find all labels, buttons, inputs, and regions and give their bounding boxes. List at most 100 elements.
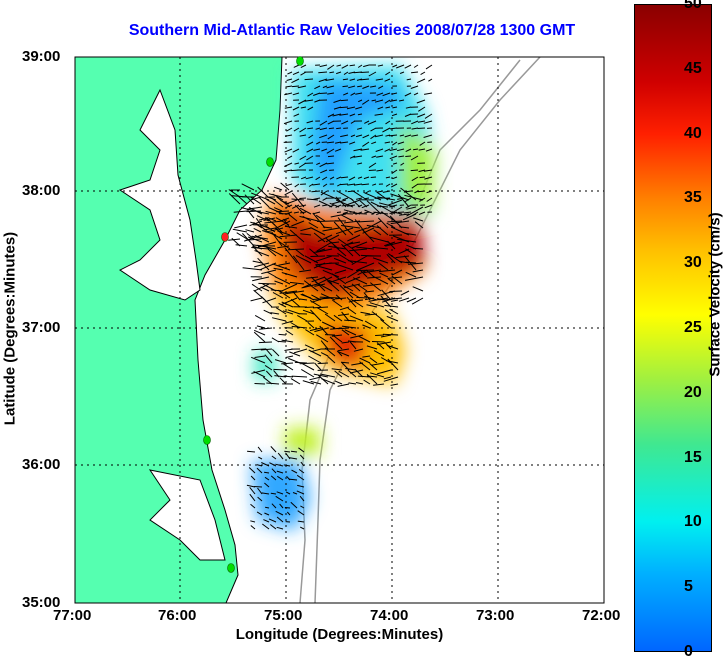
velocity-arrow xyxy=(424,93,432,94)
velocity-arrow xyxy=(292,376,307,377)
velocity-arrow xyxy=(301,369,314,377)
velocity-arrow xyxy=(271,446,276,452)
velocity-arrow xyxy=(262,524,269,529)
velocity-arrow xyxy=(305,79,313,80)
colorbar-label: Surface Velocity (cm/s) xyxy=(707,170,724,420)
velocity-arrow xyxy=(278,453,283,459)
velocity-arrow xyxy=(285,149,292,152)
velocity-arrow xyxy=(405,65,411,68)
colorbar-tick-label: 40 xyxy=(684,125,702,143)
velocity-arrow xyxy=(349,383,357,384)
velocity-arrow xyxy=(343,86,349,87)
x-tick-label: 73:00 xyxy=(476,607,514,624)
velocity-arrow xyxy=(275,360,286,363)
velocity-arrow xyxy=(279,334,286,335)
velocity-arrow xyxy=(286,128,292,131)
velocity-arrow xyxy=(255,315,265,321)
velocity-arrow xyxy=(337,65,342,66)
velocity-arrow xyxy=(401,291,409,295)
velocity-arrow xyxy=(418,128,426,129)
velocity-arrow xyxy=(272,318,286,321)
x-tick-label: 72:00 xyxy=(582,607,620,624)
velocity-arrow xyxy=(286,184,292,186)
velocity-arrow xyxy=(259,342,272,343)
velocity-arrow xyxy=(258,457,262,459)
velocity-arrow xyxy=(280,378,286,384)
velocity-arrow xyxy=(277,527,283,529)
y-tick-label: 37:00 xyxy=(22,319,60,336)
velocity-arrow xyxy=(391,300,398,301)
velocity-arrow xyxy=(389,291,402,292)
velocity-arrow xyxy=(250,487,255,494)
velocity-arrow xyxy=(372,342,384,343)
velocity-arrow xyxy=(356,297,367,298)
velocity-arrow xyxy=(247,207,262,209)
velocity-arrow xyxy=(254,228,261,232)
velocity-arrow xyxy=(286,86,293,87)
velocity-arrow xyxy=(426,65,432,69)
velocity-arrow xyxy=(363,65,369,67)
velocity-arrow xyxy=(284,163,292,167)
x-axis-label: Longitude (Degrees:Minutes) xyxy=(75,626,604,643)
colorbar-tick-label: 0 xyxy=(684,643,693,661)
velocity-arrow xyxy=(234,225,247,228)
velocity-arrow xyxy=(257,326,265,328)
velocity-arrow xyxy=(294,65,299,67)
velocity-arrow xyxy=(375,335,384,336)
velocity-arrow xyxy=(335,381,342,384)
velocity-arrow xyxy=(247,211,262,212)
velocity-arrow xyxy=(356,270,374,271)
x-tick-label: 77:00 xyxy=(53,607,91,624)
velocity-arrow xyxy=(361,72,370,73)
radar-station-active xyxy=(267,158,274,167)
velocity-arrow xyxy=(236,245,247,246)
velocity-arrow xyxy=(414,65,418,68)
velocity-arrow xyxy=(255,384,266,385)
velocity-arrow xyxy=(254,487,262,488)
velocity-arrow xyxy=(273,369,286,370)
velocity-arrow xyxy=(428,79,432,81)
colorbar-tick-label: 15 xyxy=(684,449,702,467)
velocity-arrow xyxy=(317,221,332,222)
radar-station-inactive xyxy=(222,233,229,242)
velocity-arrow xyxy=(247,451,255,452)
colorbar-tick-label: 20 xyxy=(684,384,702,402)
velocity-arrow xyxy=(321,379,335,384)
y-tick-label: 38:00 xyxy=(22,182,60,199)
velocity-arrow xyxy=(233,229,247,232)
velocity-arrow xyxy=(254,263,269,267)
colorbar-tick-label: 45 xyxy=(684,60,702,78)
velocity-arrow xyxy=(405,156,411,157)
x-tick-label: 74:00 xyxy=(370,607,408,624)
y-tick-label: 39:00 xyxy=(22,48,60,65)
velocity-arrow xyxy=(294,349,307,353)
velocity-arrow xyxy=(337,212,341,213)
velocity-arrow xyxy=(251,298,262,301)
velocity-arrow xyxy=(398,212,404,213)
velocity-arrow xyxy=(320,93,327,94)
velocity-arrow xyxy=(286,356,293,358)
velocity-arrow xyxy=(254,330,265,335)
velocity-arrow xyxy=(243,268,262,270)
velocity-arrow xyxy=(251,504,256,508)
velocity-arrow xyxy=(254,332,265,342)
velocity-arrow xyxy=(356,383,363,385)
velocity-arrow xyxy=(291,451,297,452)
velocity-arrow xyxy=(281,183,289,190)
colorbar-tick-label: 10 xyxy=(684,513,702,531)
velocity-arrow xyxy=(413,287,423,291)
velocity-arrow xyxy=(270,525,276,530)
velocity-arrow xyxy=(237,233,247,239)
y-axis-label: Latitude (Degrees:Minutes) xyxy=(2,219,19,439)
velocity-arrow xyxy=(420,177,426,178)
velocity-arrow xyxy=(411,72,418,73)
velocity-arrow xyxy=(281,363,293,364)
velocity-arrow xyxy=(411,170,418,171)
velocity-arrow xyxy=(263,298,277,303)
velocity-arrow xyxy=(283,364,293,370)
velocity-arrow xyxy=(369,170,376,171)
velocity-arrow xyxy=(320,65,327,67)
colorbar-tick-label: 50 xyxy=(684,0,702,13)
velocity-arrow xyxy=(292,86,299,87)
velocity-arrow xyxy=(421,72,425,75)
